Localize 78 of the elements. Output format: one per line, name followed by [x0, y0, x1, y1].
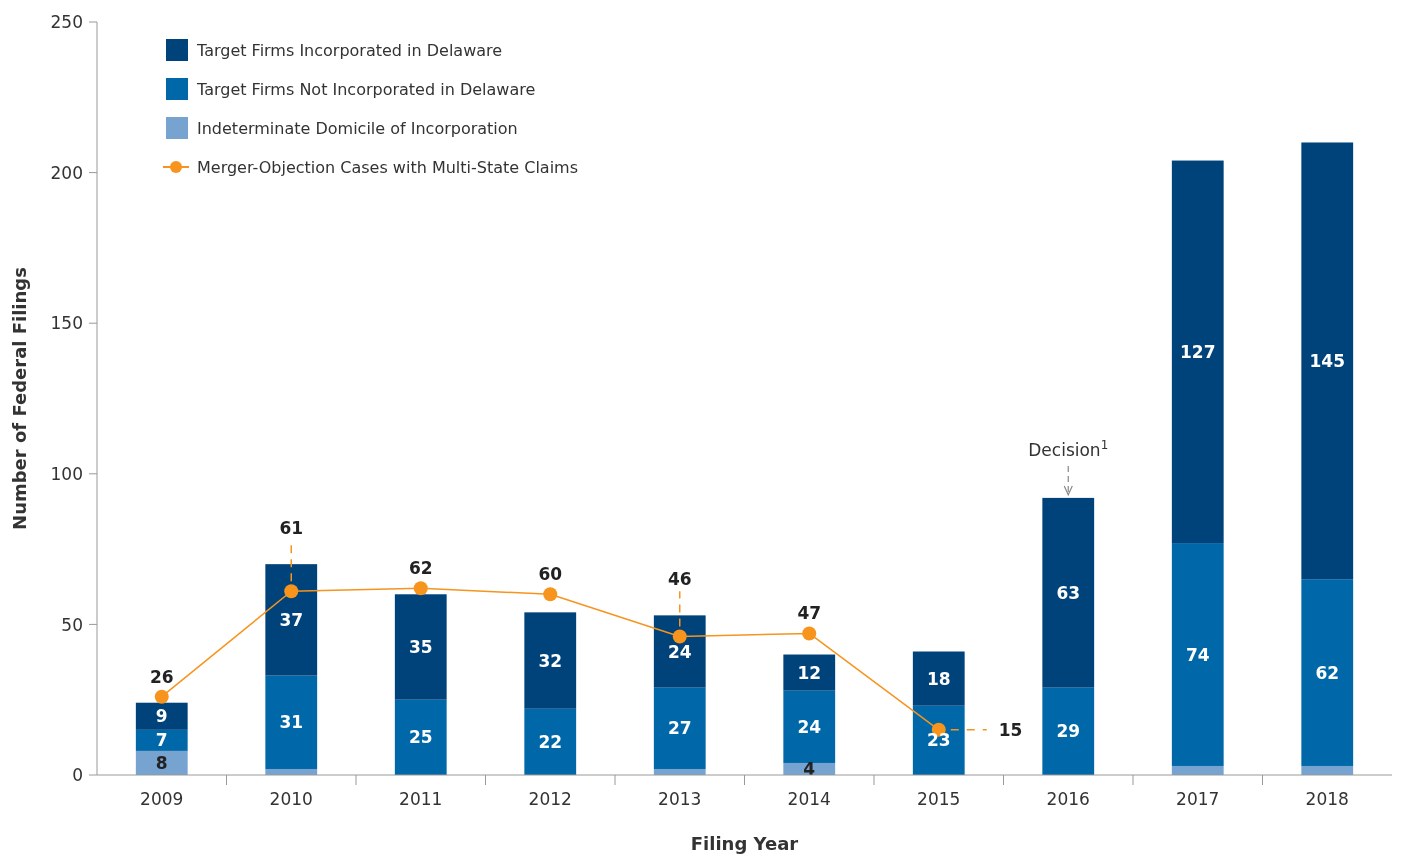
- point: [154, 689, 169, 704]
- point: [802, 626, 817, 641]
- x-tick-label: 2016: [1046, 789, 1090, 809]
- x-tick-label: 2011: [399, 789, 443, 809]
- y-tick-label: 50: [61, 614, 83, 635]
- x-tick-label: 2010: [269, 789, 313, 809]
- data-label: 29: [1056, 721, 1081, 742]
- bar: [1301, 579, 1354, 766]
- x-tick-label: 2015: [917, 789, 961, 809]
- y-tick-label: 150: [50, 313, 83, 334]
- bar: [135, 702, 188, 730]
- bar: [783, 654, 836, 691]
- legend-label: Indeterminate Domicile of Incorporation: [197, 118, 518, 138]
- bar: [653, 687, 706, 769]
- bar: [912, 651, 965, 706]
- bar: [1301, 142, 1354, 580]
- bar: [265, 675, 318, 769]
- annotation: Decision$^{1}$: [1028, 437, 1109, 460]
- bar: [265, 564, 318, 676]
- bar: [1171, 543, 1224, 766]
- data-label: 23: [926, 730, 951, 751]
- bar: [394, 594, 447, 700]
- y-axis-title: Number of Federal Filings: [9, 267, 30, 530]
- data-label: 25: [408, 727, 433, 748]
- point: [413, 581, 428, 596]
- data-label: 12: [797, 662, 822, 683]
- x-tick-label: 2017: [1176, 789, 1220, 809]
- data-label: 37: [279, 610, 304, 630]
- legend-label: Target Firms Incorporated in Delaware: [196, 40, 503, 60]
- bar: [524, 708, 577, 775]
- data-label: 127: [1180, 341, 1216, 362]
- bar: [653, 615, 706, 688]
- data-label: 24: [797, 716, 822, 737]
- data-label: 61: [279, 518, 304, 539]
- bar: [524, 612, 577, 709]
- data-label: 32: [538, 650, 563, 671]
- data-label: 62: [408, 558, 433, 579]
- legend-label: Target Firms Not Incorporated in Delaware: [196, 79, 536, 99]
- data-label: 62: [1315, 662, 1340, 683]
- data-label: 4: [803, 759, 816, 780]
- bar: [783, 690, 836, 763]
- y-tick-label: 250: [50, 12, 83, 33]
- data-label: 18: [926, 668, 951, 689]
- data-label: 9: [155, 706, 168, 727]
- x-tick-label: 2014: [787, 789, 831, 809]
- y-tick-label: 0: [72, 765, 83, 786]
- data-label: 60: [538, 564, 563, 585]
- bar: [1042, 687, 1095, 775]
- data-label: 74: [1185, 644, 1210, 665]
- legend-label: Merger-Objection Cases with Multi-State Claims: [197, 157, 579, 177]
- point: [672, 629, 687, 644]
- bar: [1042, 497, 1095, 688]
- data-label: 24: [667, 641, 692, 662]
- bar: [394, 699, 447, 775]
- x-axis-title: Filing Year: [690, 833, 799, 854]
- y-tick-label: 200: [50, 162, 83, 183]
- point: [543, 587, 558, 602]
- x-tick-label: 2012: [528, 789, 572, 809]
- bar: [1171, 160, 1224, 544]
- data-label: 22: [538, 731, 563, 752]
- bar: [135, 729, 188, 751]
- data-label: 31: [279, 712, 304, 733]
- data-label: 63: [1056, 582, 1081, 603]
- data-label: 27: [667, 718, 692, 739]
- data-label: 145: [1309, 350, 1345, 371]
- data-label: 8: [155, 753, 168, 774]
- x-tick-label: 2009: [140, 789, 184, 809]
- data-label: 46: [667, 569, 692, 590]
- bar: [912, 705, 965, 775]
- x-tick-label: 2018: [1305, 789, 1349, 809]
- data-label: 7: [155, 730, 168, 751]
- data-label: 35: [408, 637, 433, 658]
- data-label: 26: [149, 666, 174, 687]
- data-label: 47: [797, 603, 822, 624]
- point: [284, 584, 299, 599]
- data-label: 15: [998, 719, 1023, 740]
- x-tick-label: 2013: [658, 789, 702, 809]
- y-tick-label: 100: [50, 463, 83, 484]
